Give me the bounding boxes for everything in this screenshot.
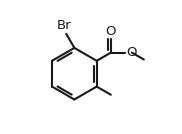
Text: O: O (126, 46, 136, 59)
Text: Br: Br (57, 19, 72, 32)
Text: O: O (106, 25, 116, 38)
